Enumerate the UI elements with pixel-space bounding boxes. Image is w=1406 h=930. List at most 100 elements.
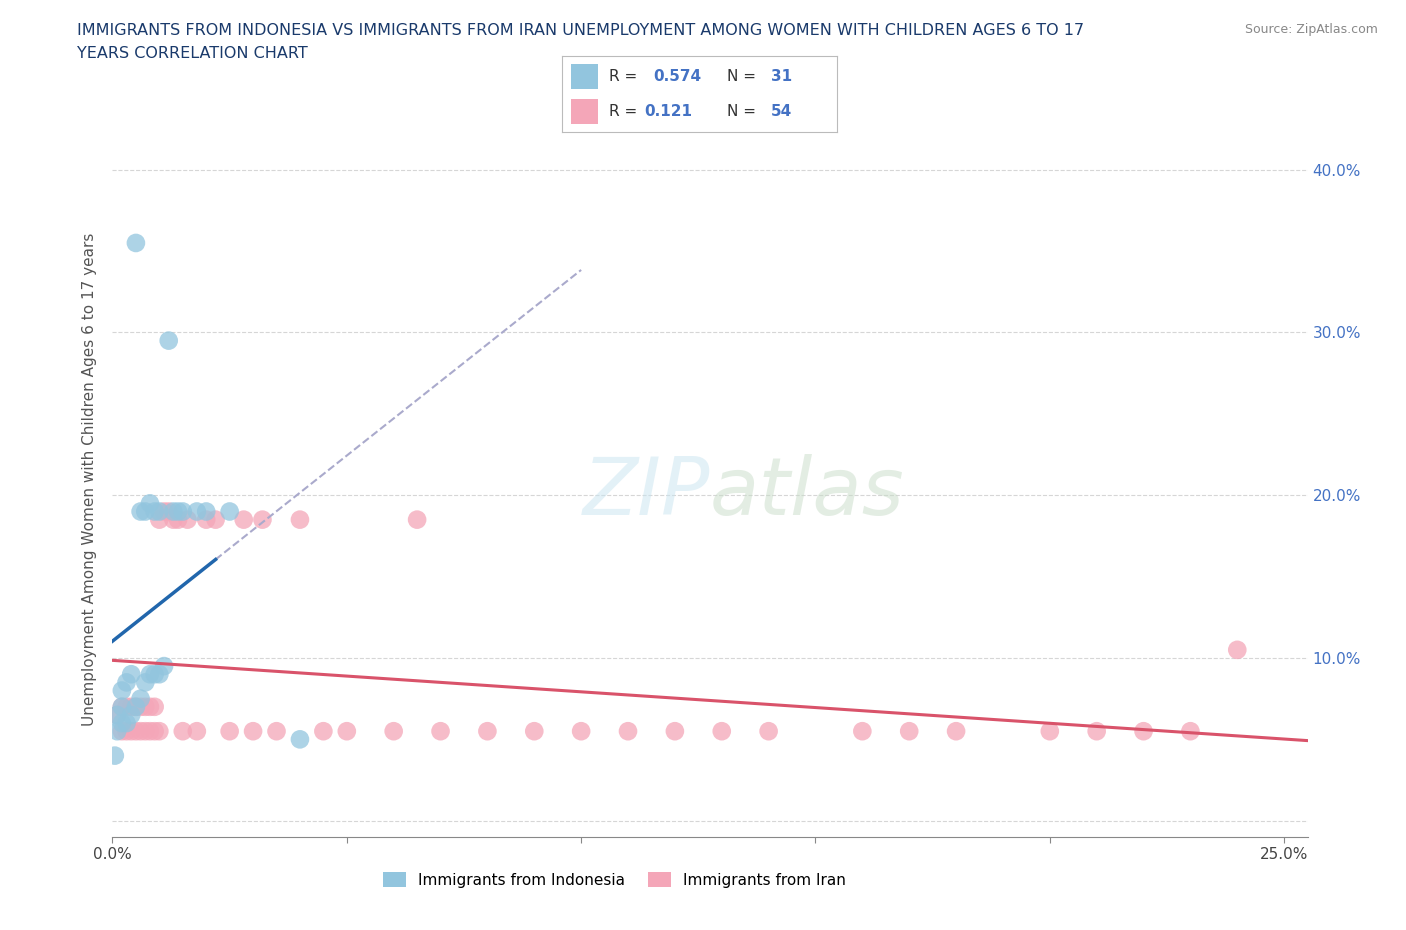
Point bbox=[1180, 724, 1202, 738]
Point bbox=[167, 512, 190, 527]
Text: atlas: atlas bbox=[710, 454, 905, 532]
Point bbox=[120, 724, 142, 738]
Y-axis label: Unemployment Among Women with Children Ages 6 to 17 years: Unemployment Among Women with Children A… bbox=[82, 232, 97, 725]
Point bbox=[134, 724, 156, 738]
Point bbox=[148, 512, 170, 527]
Point bbox=[406, 512, 429, 527]
Point bbox=[176, 512, 198, 527]
Point bbox=[129, 724, 152, 738]
Point bbox=[851, 724, 873, 738]
Point bbox=[105, 708, 128, 723]
Point bbox=[134, 675, 156, 690]
Text: ZIP: ZIP bbox=[582, 454, 710, 532]
Point bbox=[139, 724, 162, 738]
Legend: Immigrants from Indonesia, Immigrants from Iran: Immigrants from Indonesia, Immigrants fr… bbox=[377, 866, 852, 894]
Point bbox=[115, 724, 138, 738]
Point bbox=[336, 724, 359, 738]
Point bbox=[195, 512, 218, 527]
Point bbox=[148, 724, 170, 738]
Bar bbox=[571, 100, 598, 124]
Point bbox=[104, 748, 127, 763]
Point bbox=[162, 512, 184, 527]
Point bbox=[218, 504, 240, 519]
Point bbox=[148, 504, 170, 519]
Point bbox=[186, 724, 208, 738]
Point bbox=[162, 504, 184, 519]
Point bbox=[218, 724, 240, 738]
Point bbox=[1039, 724, 1062, 738]
Point bbox=[172, 724, 194, 738]
Point bbox=[288, 512, 311, 527]
Point bbox=[1132, 724, 1154, 738]
Bar bbox=[571, 64, 598, 88]
Text: 0.574: 0.574 bbox=[652, 69, 702, 84]
Point bbox=[129, 699, 152, 714]
Point bbox=[111, 699, 134, 714]
Point bbox=[242, 724, 264, 738]
Point bbox=[232, 512, 254, 527]
Text: YEARS CORRELATION CHART: YEARS CORRELATION CHART bbox=[77, 46, 308, 61]
Point bbox=[569, 724, 592, 738]
Point bbox=[120, 708, 142, 723]
Point bbox=[710, 724, 733, 738]
Point bbox=[143, 699, 166, 714]
Point bbox=[1085, 724, 1108, 738]
Point bbox=[134, 504, 156, 519]
Point bbox=[105, 724, 128, 738]
Point bbox=[111, 683, 134, 698]
Point bbox=[153, 504, 176, 519]
Point bbox=[617, 724, 640, 738]
Text: 0.121: 0.121 bbox=[644, 104, 693, 119]
Point bbox=[129, 504, 152, 519]
Point bbox=[382, 724, 405, 738]
Point bbox=[115, 716, 138, 731]
Point bbox=[134, 699, 156, 714]
Text: 54: 54 bbox=[770, 104, 792, 119]
Point bbox=[125, 235, 148, 250]
Point bbox=[664, 724, 686, 738]
Point bbox=[115, 675, 138, 690]
Point bbox=[172, 504, 194, 519]
Point bbox=[115, 699, 138, 714]
Point bbox=[252, 512, 274, 527]
Point bbox=[945, 724, 967, 738]
Point bbox=[429, 724, 451, 738]
Text: N =: N = bbox=[727, 104, 761, 119]
Text: R =: R = bbox=[609, 69, 643, 84]
Point bbox=[105, 708, 128, 723]
Point bbox=[111, 699, 134, 714]
Point bbox=[898, 724, 921, 738]
Point bbox=[120, 699, 142, 714]
Point bbox=[204, 512, 226, 527]
Point bbox=[195, 504, 218, 519]
Point bbox=[125, 699, 148, 714]
Point bbox=[139, 667, 162, 682]
Point bbox=[139, 699, 162, 714]
Point bbox=[153, 658, 176, 673]
Point bbox=[111, 716, 134, 731]
Point bbox=[523, 724, 546, 738]
Point bbox=[143, 667, 166, 682]
Point bbox=[157, 333, 180, 348]
Point bbox=[312, 724, 335, 738]
Point bbox=[143, 724, 166, 738]
Text: IMMIGRANTS FROM INDONESIA VS IMMIGRANTS FROM IRAN UNEMPLOYMENT AMONG WOMEN WITH : IMMIGRANTS FROM INDONESIA VS IMMIGRANTS … bbox=[77, 23, 1084, 38]
Point bbox=[477, 724, 499, 738]
Point bbox=[1226, 643, 1249, 658]
Point bbox=[139, 496, 162, 511]
Point bbox=[125, 699, 148, 714]
Point bbox=[288, 732, 311, 747]
Point bbox=[125, 724, 148, 738]
Text: N =: N = bbox=[727, 69, 761, 84]
Text: Source: ZipAtlas.com: Source: ZipAtlas.com bbox=[1244, 23, 1378, 36]
Point bbox=[120, 667, 142, 682]
Point bbox=[758, 724, 780, 738]
Text: 31: 31 bbox=[770, 69, 792, 84]
Point bbox=[167, 504, 190, 519]
Point bbox=[266, 724, 288, 738]
Point bbox=[157, 504, 180, 519]
Point bbox=[143, 504, 166, 519]
Point bbox=[186, 504, 208, 519]
Point bbox=[148, 667, 170, 682]
Text: R =: R = bbox=[609, 104, 643, 119]
